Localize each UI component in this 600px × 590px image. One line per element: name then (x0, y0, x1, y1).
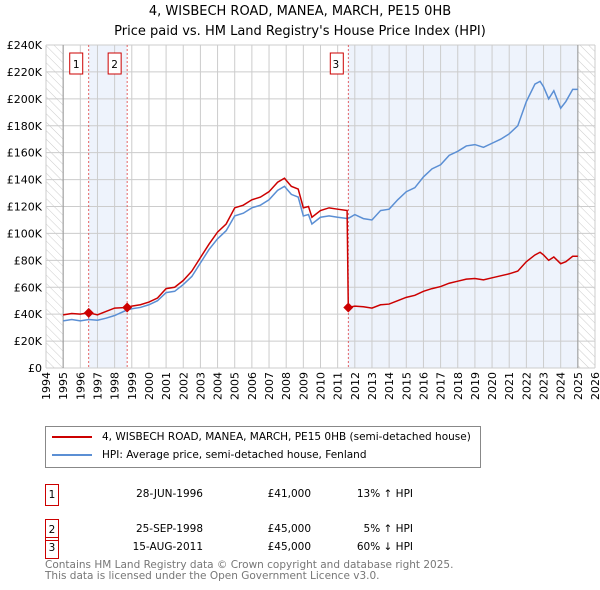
date: 25-SEP-1998 (135, 523, 203, 535)
legend-swatch-red (52, 436, 92, 438)
x-tick-label: 2026 (589, 372, 600, 400)
x-tick-label: 2024 (555, 372, 568, 400)
date: 28-JUN-1996 (136, 488, 203, 500)
transaction-row: 1 28-JUN-1996 £41,000 13% ↑ HPI (45, 484, 505, 506)
legend-item-hpi: HPI: Average price, semi-detached house,… (52, 449, 366, 461)
x-tick-label: 1999 (126, 372, 139, 400)
marker-badge: 1 (45, 484, 59, 506)
x-tick-label: 2002 (177, 372, 190, 400)
sale-label: 3 (332, 59, 339, 71)
sale-label: 1 (73, 59, 80, 71)
sale-point (83, 307, 94, 318)
legend: 4, WISBECH ROAD, MANEA, MARCH, PE15 0HB … (45, 426, 481, 468)
x-tick-label: 2000 (143, 372, 156, 400)
footer: Contains HM Land Registry data © Crown c… (45, 560, 453, 582)
hpi-diff: 5% ↑ HPI (363, 523, 413, 535)
legend-swatch-blue (52, 454, 92, 456)
y-tick-label: £180K (7, 120, 43, 133)
x-tick-label: 2010 (315, 372, 328, 400)
y-tick-label: £40K (14, 308, 43, 321)
x-tick-label: 2012 (349, 372, 362, 400)
title: 4, WISBECH ROAD, MANEA, MARCH, PE15 0HB (148, 4, 452, 19)
x-tick-label: 2018 (452, 372, 465, 400)
subtitle: Price paid vs. HM Land Registry's House … (114, 24, 486, 39)
sale-point (122, 302, 133, 313)
x-tick-label: 2006 (246, 372, 259, 400)
sale-label-box (329, 52, 344, 75)
y-tick-label: £80K (14, 254, 43, 267)
y-tick-label: £220K (7, 66, 43, 79)
hpi-line (63, 80, 578, 322)
x-tick-label: 1997 (91, 372, 104, 400)
price: £45,000 (267, 523, 311, 535)
marker-badge: 3 (45, 537, 59, 559)
legend-label: 4, WISBECH ROAD, MANEA, MARCH, PE15 0HB … (102, 431, 471, 443)
x-tick-label: 1994 (40, 372, 53, 400)
x-tick-label: 2001 (160, 372, 173, 400)
sale-point (343, 302, 354, 313)
x-tick-label: 2008 (280, 372, 293, 400)
x-tick-label: 2003 (194, 372, 207, 400)
x-tick-label: 2013 (366, 372, 379, 400)
x-tick-label: 2007 (263, 372, 276, 400)
sale-label-box (107, 52, 122, 75)
sale-label-box (69, 52, 84, 75)
x-tick-label: 2014 (383, 372, 396, 400)
property-price-line (63, 177, 578, 316)
chart-title: 4, WISBECH ROAD, MANEA, MARCH, PE15 0HB … (0, 2, 600, 42)
transaction-row: 2 25-SEP-1998 £45,000 5% ↑ HPI (45, 519, 505, 541)
y-tick-label: £60K (14, 281, 43, 294)
price-chart: 1994 1995 1996 1997 1998 1999 2000 2001 2002 2003… (7, 39, 600, 400)
y-tick-label: £100K (7, 227, 43, 240)
x-tick-label: 2016 (417, 372, 430, 400)
legend-item-property: 4, WISBECH ROAD, MANEA, MARCH, PE15 0HB … (52, 431, 471, 443)
footer-line: This data is licensed under the Open Gov… (45, 570, 380, 582)
x-tick-label: 2025 (572, 372, 585, 400)
price: £45,000 (267, 541, 311, 553)
x-tick-label: 2015 (400, 372, 413, 400)
y-tick-label: £20K (14, 335, 43, 348)
y-tick-label: £160K (7, 147, 43, 160)
x-tick-label: 2004 (212, 372, 225, 400)
x-tick-label: 2020 (486, 372, 499, 400)
transaction-row: 3 15-AUG-2011 £45,000 60% ↓ HPI (45, 537, 505, 559)
y-tick-label: £120K (7, 201, 43, 214)
x-tick-label: 2005 (229, 372, 242, 400)
sale-label: 2 (111, 59, 118, 71)
x-tick-label: 2023 (538, 372, 551, 400)
y-tick-label: £200K (7, 93, 43, 106)
marker-badge: 2 (45, 519, 59, 541)
hpi-diff: 60% ↓ HPI (356, 541, 413, 553)
x-tick-label: 2019 (469, 372, 482, 400)
x-tick-label: 2022 (520, 372, 533, 400)
x-tick-label: 2021 (503, 372, 516, 400)
y-tick-label: £0 (28, 362, 42, 375)
y-tick-label: £140K (7, 174, 43, 187)
x-tick-label: 2011 (332, 372, 345, 400)
price: £41,000 (267, 488, 311, 500)
x-tick-label: 1998 (109, 372, 122, 400)
legend-label: HPI: Average price, semi-detached house,… (102, 449, 367, 461)
x-tick-label: 2017 (435, 372, 448, 400)
date: 15-AUG-2011 (132, 541, 203, 553)
x-tick-label: 1995 (57, 372, 70, 400)
x-tick-label: 1996 (74, 372, 87, 400)
footer-line: Contains HM Land Registry data © Crown c… (45, 559, 454, 571)
hpi-diff: 13% ↑ HPI (356, 488, 413, 500)
y-tick-label: £240K (7, 39, 43, 52)
x-tick-label: 2009 (297, 372, 310, 400)
